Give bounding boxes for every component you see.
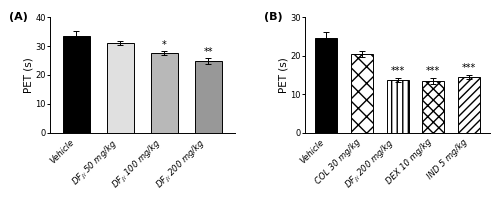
Bar	[458, 77, 479, 133]
Text: **: **	[204, 47, 213, 57]
Text: ***: ***	[462, 63, 476, 73]
Bar	[107, 43, 134, 133]
Text: (A): (A)	[10, 12, 28, 22]
Bar	[316, 38, 338, 133]
Text: ***: ***	[426, 66, 440, 76]
Text: *: *	[162, 40, 167, 50]
Bar	[422, 81, 444, 133]
Y-axis label: PET (s): PET (s)	[279, 57, 289, 93]
Y-axis label: PET (s): PET (s)	[24, 57, 34, 93]
Text: (B): (B)	[264, 12, 283, 22]
Bar	[151, 53, 178, 133]
Bar	[351, 54, 373, 133]
Bar	[386, 80, 408, 133]
Bar	[195, 61, 222, 133]
Text: ***: ***	[390, 66, 404, 76]
Bar	[63, 36, 90, 133]
